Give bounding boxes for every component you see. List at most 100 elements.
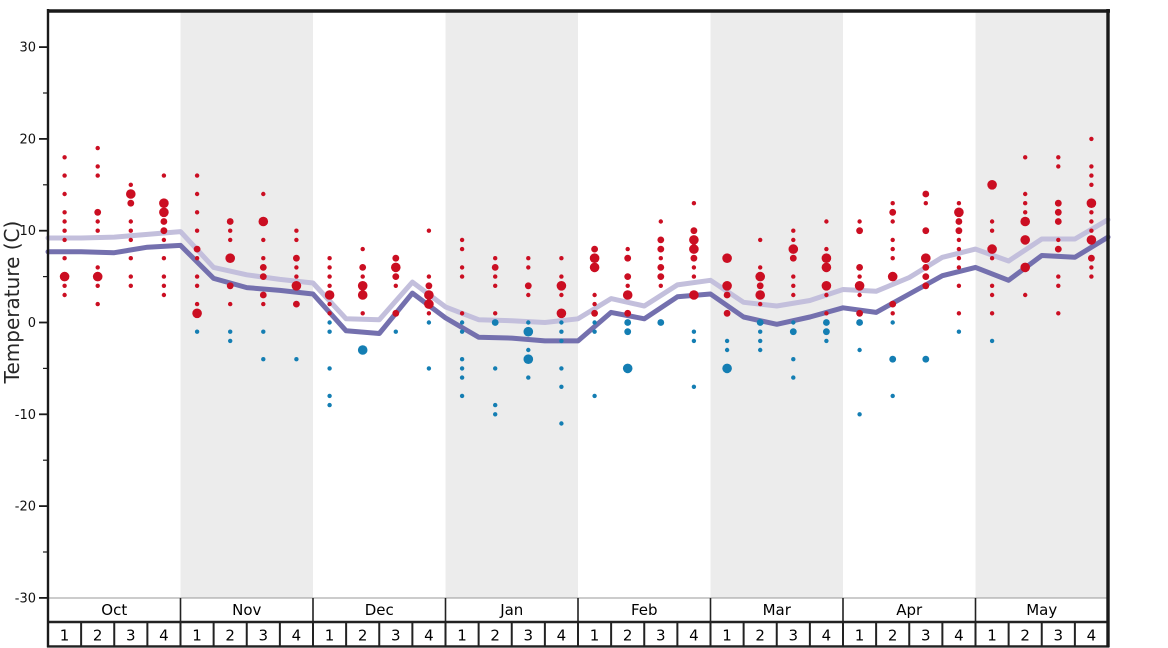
week-number-label: 1 bbox=[855, 627, 865, 645]
red-temp-dot bbox=[128, 219, 133, 224]
red-temp-dot bbox=[989, 292, 995, 298]
blue-temp-dot bbox=[491, 319, 499, 326]
red-temp-dot bbox=[989, 228, 995, 233]
red-temp-dot bbox=[526, 292, 531, 298]
blue-temp-dot bbox=[327, 329, 332, 334]
red-temp-dot bbox=[59, 271, 70, 282]
y-tick-label: 30 bbox=[19, 41, 36, 56]
red-temp-dot bbox=[226, 218, 234, 225]
red-temp-dot bbox=[890, 201, 895, 206]
red-temp-dot bbox=[890, 311, 895, 316]
red-temp-dot bbox=[1054, 245, 1062, 253]
red-temp-dot bbox=[426, 311, 432, 316]
red-temp-dot bbox=[261, 237, 266, 243]
plot-area: 30 20 10 0 -10 -20 -30 Oct Nov Dec Jan Feb Mar Apr May… bbox=[15, 9, 1111, 648]
week-number-label: 3 bbox=[1054, 627, 1064, 645]
red-temp-dot bbox=[1089, 173, 1094, 178]
red-temp-dot bbox=[226, 282, 234, 290]
red-temp-dot bbox=[1022, 155, 1028, 160]
red-temp-dot bbox=[989, 219, 995, 224]
red-temp-dot bbox=[1086, 198, 1097, 208]
red-temp-dot bbox=[856, 227, 863, 235]
average-temp-line-upper bbox=[45, 217, 1111, 325]
red-temp-dot bbox=[261, 256, 266, 261]
week-number-label: 4 bbox=[822, 627, 832, 645]
red-temp-dot bbox=[291, 281, 302, 291]
blue-temp-dot bbox=[493, 402, 498, 408]
red-temp-dot bbox=[1056, 155, 1061, 160]
blue-temp-dot bbox=[758, 347, 763, 353]
red-temp-dot bbox=[161, 274, 167, 279]
red-temp-dot bbox=[691, 201, 697, 206]
red-temp-dot bbox=[921, 253, 931, 263]
red-temp-dot bbox=[854, 281, 865, 291]
blue-temp-dot bbox=[756, 319, 764, 326]
blue-temp-dot bbox=[657, 319, 665, 326]
red-temp-dot bbox=[128, 283, 133, 288]
red-temp-dot bbox=[1089, 265, 1094, 270]
red-temp-dot bbox=[258, 216, 269, 227]
red-temp-dot bbox=[95, 219, 100, 224]
red-temp-dot bbox=[62, 256, 67, 261]
red-temp-dot bbox=[887, 271, 898, 282]
week-number-label: 2 bbox=[225, 627, 235, 645]
red-temp-dot bbox=[194, 210, 200, 215]
red-temp-dot bbox=[1086, 235, 1097, 245]
red-temp-dot bbox=[493, 283, 498, 288]
red-temp-dot bbox=[689, 290, 699, 300]
blue-temp-dot bbox=[357, 345, 368, 355]
red-temp-dot bbox=[956, 256, 962, 261]
red-temp-dot bbox=[1056, 283, 1061, 288]
red-temp-dot bbox=[625, 283, 630, 288]
red-temp-dot bbox=[857, 274, 862, 279]
red-temp-dot bbox=[160, 227, 168, 235]
red-temp-dot bbox=[1089, 274, 1094, 279]
red-temp-dot bbox=[360, 311, 365, 316]
red-temp-dot bbox=[1056, 164, 1061, 169]
red-temp-dot bbox=[293, 254, 300, 262]
blue-temp-dot bbox=[526, 320, 531, 325]
blue-temp-dot bbox=[592, 329, 597, 334]
red-temp-dot bbox=[556, 308, 567, 319]
red-temp-dot bbox=[1054, 199, 1062, 207]
blue-temp-dot bbox=[426, 366, 432, 371]
red-temp-dot bbox=[956, 246, 962, 252]
blue-temp-dot bbox=[857, 412, 862, 417]
red-temp-dot bbox=[194, 256, 200, 261]
red-temp-dot bbox=[824, 219, 829, 224]
red-temp-dot bbox=[62, 237, 67, 243]
red-temp-dot bbox=[989, 256, 995, 261]
red-temp-dot bbox=[128, 182, 133, 187]
red-temp-dot bbox=[228, 301, 233, 307]
week-number-label: 2 bbox=[1020, 627, 1030, 645]
month-label-mar: Mar bbox=[763, 601, 792, 619]
red-temp-dot bbox=[294, 274, 299, 279]
red-temp-dot bbox=[824, 292, 829, 298]
week-number-label: 4 bbox=[1087, 627, 1097, 645]
y-tick-label: 10 bbox=[19, 224, 36, 239]
red-temp-dot bbox=[359, 264, 367, 271]
red-temp-dot bbox=[755, 290, 765, 300]
red-temp-dot bbox=[1022, 292, 1028, 298]
red-temp-dot bbox=[722, 281, 732, 291]
red-temp-dot bbox=[956, 283, 962, 288]
red-temp-dot bbox=[62, 191, 67, 197]
red-temp-dot bbox=[62, 155, 67, 160]
red-temp-dot bbox=[62, 292, 67, 298]
red-temp-dot bbox=[755, 271, 765, 282]
blue-temp-dot bbox=[722, 363, 732, 374]
week-number-label: 2 bbox=[888, 627, 898, 645]
red-temp-dot bbox=[689, 235, 699, 245]
red-temp-dot bbox=[1020, 216, 1030, 227]
red-temp-dot bbox=[95, 164, 100, 169]
red-temp-dot bbox=[491, 264, 499, 271]
red-temp-dot bbox=[62, 173, 67, 178]
blue-temp-dot bbox=[459, 375, 465, 380]
red-temp-dot bbox=[126, 189, 136, 199]
red-temp-dot bbox=[955, 227, 963, 235]
red-temp-dot bbox=[789, 254, 797, 262]
week-number-label: 1 bbox=[457, 627, 467, 645]
red-temp-dot bbox=[194, 191, 200, 197]
red-temp-dot bbox=[821, 281, 832, 291]
blue-temp-dot bbox=[559, 421, 564, 426]
